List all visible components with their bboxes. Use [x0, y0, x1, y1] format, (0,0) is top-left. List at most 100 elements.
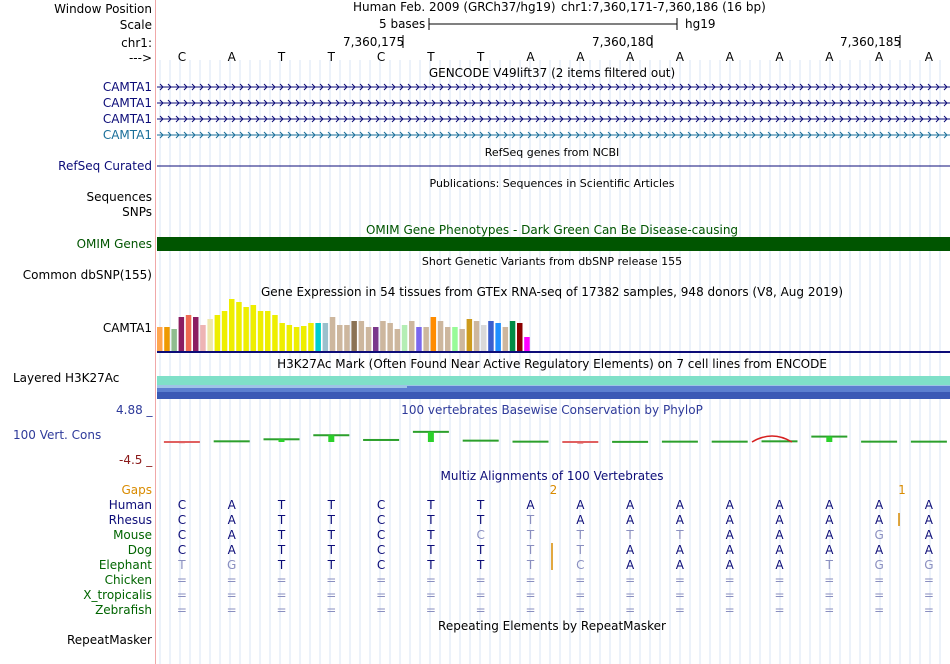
h3k27ac-layer [157, 376, 950, 385]
gap-count: 2 [549, 483, 558, 497]
gencode-gene-label[interactable]: CAMTA1 [102, 96, 152, 110]
omim-track-label[interactable]: OMIM Genes [76, 237, 152, 251]
multiz-species-label[interactable]: Dog [127, 543, 152, 557]
dbsnp-track-label[interactable]: Common dbSNP(155) [22, 268, 152, 282]
snps-track-label[interactable]: SNPs [122, 205, 152, 219]
gtex-bar [495, 323, 501, 351]
gtex-bar [315, 323, 321, 351]
multiz-base: T [477, 543, 485, 557]
multiz-base: = [923, 588, 934, 602]
coord-tick-label: 7,360,180 [592, 35, 654, 49]
multiz-base: A [825, 498, 834, 512]
gap-count: 1 [898, 483, 906, 497]
multiz-base: T [526, 558, 535, 572]
multiz-species-label[interactable]: Zebrafish [95, 603, 152, 617]
gtex-bar [265, 311, 271, 351]
gtex-bar [459, 329, 465, 351]
phylop-mark [512, 440, 549, 443]
multiz-base: = [674, 588, 685, 602]
multiz-base: A [874, 513, 884, 527]
publications-track-label[interactable]: Sequences [86, 190, 152, 204]
multiz-base: A [675, 498, 684, 512]
phylop-mark [761, 440, 798, 443]
multiz-base: = [525, 573, 536, 587]
multiz-species-label[interactable]: Chicken [104, 573, 152, 587]
phylop-mark [462, 439, 499, 442]
base-letter: T [427, 50, 435, 64]
base-letter: A [775, 50, 784, 64]
gtex-bar [344, 325, 350, 351]
gtex-bar [257, 311, 264, 351]
conservation-track-label[interactable]: 100 Vert. Cons [13, 428, 102, 442]
multiz-base: A [227, 528, 236, 542]
multiz-base: = [525, 603, 536, 617]
gene-strand-arrows [159, 83, 948, 91]
gtex-bar [387, 323, 393, 351]
multiz-base: = [276, 588, 287, 602]
gtex-bar [337, 325, 343, 351]
h3k27ac-track-label[interactable]: Layered H3K27Ac [13, 371, 120, 385]
base-letter: T [477, 50, 485, 64]
conservation-max-label: 4.88 _ [116, 403, 153, 417]
phylop-bar [577, 442, 584, 444]
position-text[interactable]: chr1:7,360,171-7,360,186 (16 bp) [561, 0, 766, 14]
phylop-bar [826, 436, 833, 442]
gtex-bar [409, 321, 415, 351]
gtex-bar [193, 317, 199, 351]
repeatmasker-track-label[interactable]: RepeatMasker [66, 633, 152, 647]
multiz-base: C [376, 528, 386, 542]
multiz-base: A [625, 498, 635, 512]
multiz-species-label[interactable]: Rhesus [108, 513, 152, 527]
base-letter: A [227, 50, 236, 64]
multiz-base: = [923, 573, 934, 587]
refseq-track-label[interactable]: RefSeq Curated [58, 159, 152, 173]
multiz-base: T [277, 513, 286, 527]
multiz-species-label[interactable]: Elephant [98, 558, 152, 572]
multiz-base: T [477, 558, 485, 572]
multiz-base: A [775, 498, 784, 512]
multiz-base: C [576, 558, 585, 572]
multiz-species-label[interactable]: X_tropicalis [83, 588, 152, 602]
multiz-base: = [425, 603, 436, 617]
base-letter: A [874, 50, 884, 64]
multiz-species-label[interactable]: Human [108, 498, 152, 512]
gtex-bar [329, 317, 336, 351]
multiz-base: T [277, 543, 286, 557]
gencode-gene-label[interactable]: CAMTA1 [102, 80, 152, 94]
multiz-base: = [824, 603, 835, 617]
phylop-mark [910, 440, 947, 443]
multiz-base: T [676, 528, 684, 542]
scale-label: Scale [119, 18, 152, 32]
gtex-bar [322, 323, 329, 351]
multiz-base: A [725, 558, 734, 572]
gtex-track-title: Gene Expression in 54 tissues from GTEx … [260, 285, 844, 299]
multiz-base: = [226, 603, 237, 617]
base-letter: A [924, 50, 933, 64]
multiz-species-label[interactable]: Mouse [113, 528, 152, 542]
scale-db: hg19 [685, 17, 716, 31]
omim-track-title: OMIM Gene Phenotypes - Dark Green Can Be… [365, 223, 739, 237]
multiz-base: = [525, 588, 536, 602]
multiz-base: C [177, 528, 187, 542]
gtex-track-label[interactable]: CAMTA1 [102, 321, 152, 335]
multiz-base: A [874, 543, 884, 557]
multiz-base: A [924, 543, 933, 557]
gencode-gene-label[interactable]: CAMTA1 [102, 112, 152, 126]
gtex-bar [243, 307, 249, 351]
window-position-label: Window Position [54, 2, 152, 16]
phylop-bar [427, 431, 434, 442]
gtex-bar [380, 321, 386, 351]
gtex-bar [221, 311, 228, 351]
h3k27ac-layer [157, 392, 950, 399]
multiz-base: C [376, 558, 386, 572]
gtex-bar [279, 323, 285, 351]
multiz-base: = [625, 588, 636, 602]
gtex-bar [171, 329, 177, 351]
gtex-bar [250, 305, 257, 351]
refseq-track-title: RefSeq genes from NCBI [484, 146, 620, 159]
phylop-mark [213, 440, 250, 443]
gencode-gene-label[interactable]: CAMTA1 [102, 128, 152, 142]
multiz-base: T [427, 558, 435, 572]
multiz-base: A [775, 513, 784, 527]
